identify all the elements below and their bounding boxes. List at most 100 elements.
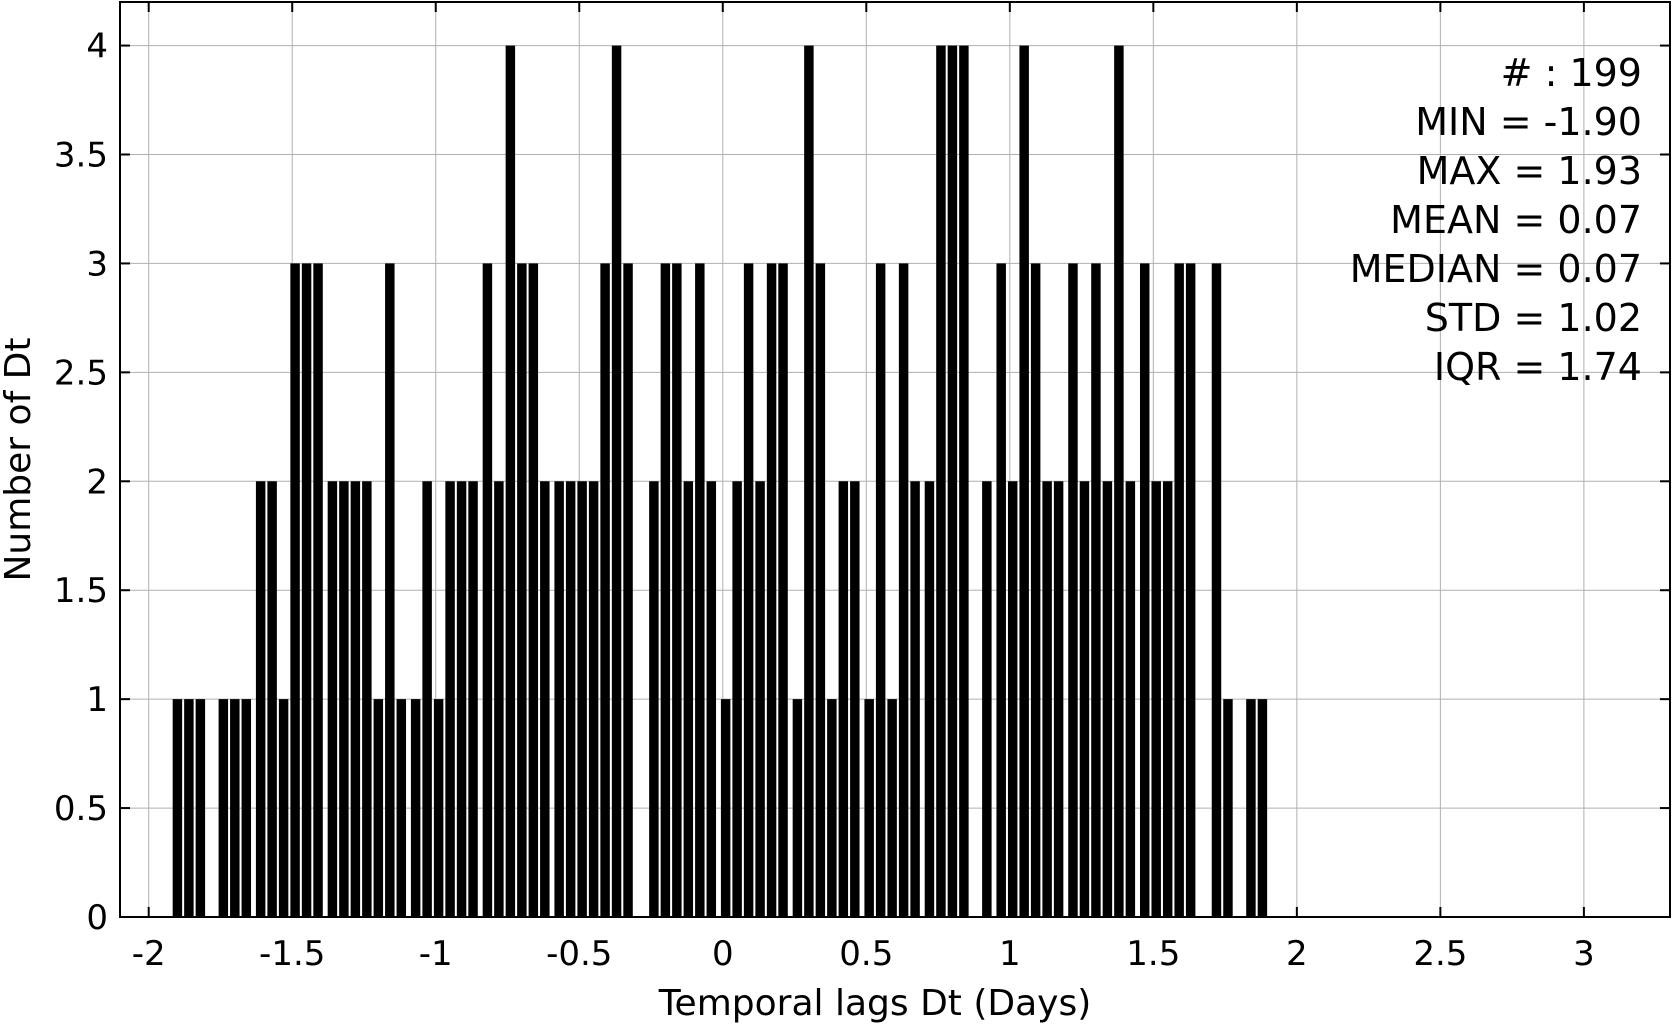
histogram-bar xyxy=(1185,263,1196,917)
histogram-bar xyxy=(1246,699,1256,917)
histogram-bar xyxy=(255,481,266,917)
histogram-bar xyxy=(468,481,478,917)
histogram-bar xyxy=(649,481,659,917)
histogram-bar xyxy=(804,45,814,918)
stat-line: MIN = -1.90 xyxy=(1415,100,1642,144)
histogram-bar xyxy=(410,699,421,917)
histogram-bar xyxy=(267,481,277,917)
y-tick-label: 2 xyxy=(86,462,108,502)
histogram-bar xyxy=(1091,263,1101,917)
histogram-bar xyxy=(172,699,183,917)
stats-box: # : 199 MIN = -1.90 MAX = 1.93 MEAN = 0.07 M… xyxy=(1350,51,1642,389)
x-tick-label: 0 xyxy=(712,934,734,974)
histogram-bar xyxy=(959,45,969,918)
histogram-bar xyxy=(838,481,849,917)
histogram-bar xyxy=(792,699,803,917)
histogram-bar xyxy=(1139,263,1150,917)
histogram-bar xyxy=(887,699,897,917)
histogram-bar xyxy=(1151,481,1161,917)
histogram-bar xyxy=(695,263,705,917)
y-tick-label: 4 xyxy=(86,27,108,67)
x-tick-label: -1.5 xyxy=(259,934,325,974)
histogram-bar xyxy=(1125,481,1136,917)
y-tick-label: 3 xyxy=(86,244,108,284)
x-tick-label: 2 xyxy=(1286,934,1308,974)
histogram-bar xyxy=(672,263,682,917)
bars xyxy=(172,45,1268,918)
histogram-bar xyxy=(611,45,622,918)
stat-line: STD = 1.02 xyxy=(1425,296,1642,340)
histogram-bar xyxy=(1223,699,1233,917)
y-axis-label: Number of Dt xyxy=(0,337,39,581)
histogram-bar xyxy=(732,481,742,917)
y-tick-labels: 0 0.5 1 1.5 2 2.5 3 3.5 4 xyxy=(54,27,108,938)
histogram-bar xyxy=(433,699,444,917)
histogram-bar xyxy=(936,45,946,918)
histogram-bar xyxy=(683,481,694,917)
histogram-bar xyxy=(1162,481,1173,917)
histogram-bar xyxy=(505,45,516,918)
x-axis-label: Temporal lags Dt (Days) xyxy=(658,983,1092,1024)
x-tick-label: 1.5 xyxy=(1126,934,1180,974)
histogram-bar xyxy=(660,263,671,917)
histogram-bar xyxy=(241,699,252,917)
plot-frame xyxy=(119,1,1671,918)
histogram-bar xyxy=(850,481,860,917)
histogram-bar xyxy=(422,481,432,917)
histogram-bar xyxy=(494,481,504,917)
histogram-bar xyxy=(278,699,289,917)
histogram-bar xyxy=(623,263,633,917)
x-tick-label: 2.5 xyxy=(1413,934,1467,974)
histogram-bar xyxy=(947,45,958,918)
histogram-bar xyxy=(827,699,837,917)
histogram-bar xyxy=(600,263,610,917)
histogram-bar xyxy=(778,263,788,917)
x-tick-label: 0.5 xyxy=(839,934,893,974)
stat-line: # : 199 xyxy=(1501,51,1642,95)
x-tick-label: -0.5 xyxy=(546,934,612,974)
histogram-bar xyxy=(864,699,874,917)
stat-line: IQR = 1.74 xyxy=(1434,345,1642,389)
histogram-bar xyxy=(456,481,467,917)
histogram-bar xyxy=(339,481,349,917)
histogram-bar xyxy=(290,263,300,917)
histogram-bar xyxy=(565,481,576,917)
histogram-bar xyxy=(1007,481,1018,917)
histogram-bar xyxy=(1042,481,1052,917)
histogram-bar xyxy=(766,263,777,917)
y-tick-label: 2.5 xyxy=(54,353,108,393)
histogram-bar xyxy=(350,481,361,917)
histogram-bar xyxy=(910,481,920,917)
histogram-bar xyxy=(577,481,587,917)
histogram-bar xyxy=(517,263,527,917)
histogram-bar xyxy=(1079,481,1090,917)
histogram-bar xyxy=(1257,699,1268,917)
histogram-bar xyxy=(195,699,206,917)
histogram-bar xyxy=(554,481,564,917)
stat-line: MAX = 1.93 xyxy=(1417,149,1642,193)
histogram-bar xyxy=(385,263,395,917)
histogram-bar xyxy=(706,481,717,917)
histogram-bar xyxy=(1211,263,1222,917)
y-tick-label: 1 xyxy=(86,680,108,720)
histogram-bar xyxy=(898,263,909,917)
x-tick-labels: -2 -1.5 -1 -0.5 0 0.5 1 1.5 2 2.5 3 xyxy=(132,934,1595,974)
histogram-bar xyxy=(1068,263,1078,917)
y-tick-label: 3.5 xyxy=(54,136,108,176)
histogram-bar xyxy=(1114,45,1124,918)
x-tick-label: -2 xyxy=(132,934,166,974)
histogram-bar xyxy=(482,263,493,917)
x-tick-label: 3 xyxy=(1573,934,1595,974)
y-tick-label: 0.5 xyxy=(54,789,108,829)
histogram-bar xyxy=(396,699,407,917)
stat-line: MEDIAN = 0.07 xyxy=(1350,247,1642,291)
histogram-bar xyxy=(1174,263,1184,917)
histogram-bar xyxy=(875,263,886,917)
histogram-bar xyxy=(982,481,992,917)
histogram-bar xyxy=(327,481,338,917)
histogram-bar xyxy=(815,263,826,917)
histogram-bar xyxy=(373,699,384,917)
histogram-bar xyxy=(301,263,312,917)
histogram-bar xyxy=(528,263,539,917)
